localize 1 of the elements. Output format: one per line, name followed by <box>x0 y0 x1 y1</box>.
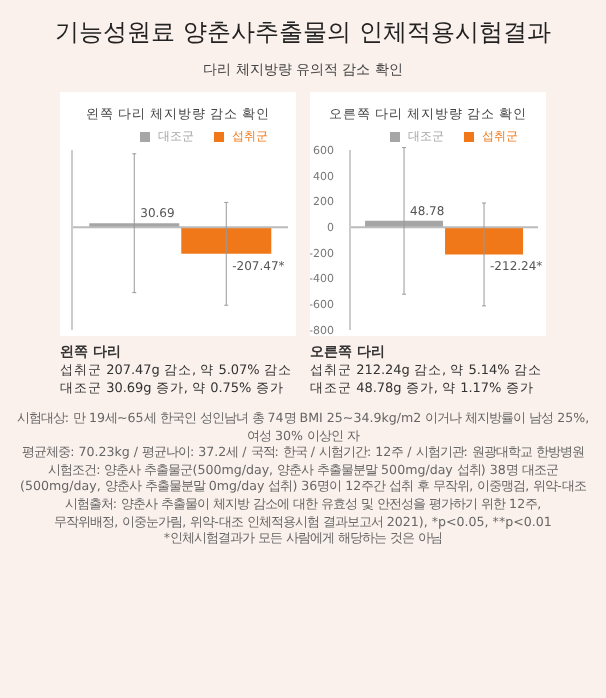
text: 기능성원료 양춘사추출물의 인체적용시험결과 <box>53 16 553 50</box>
